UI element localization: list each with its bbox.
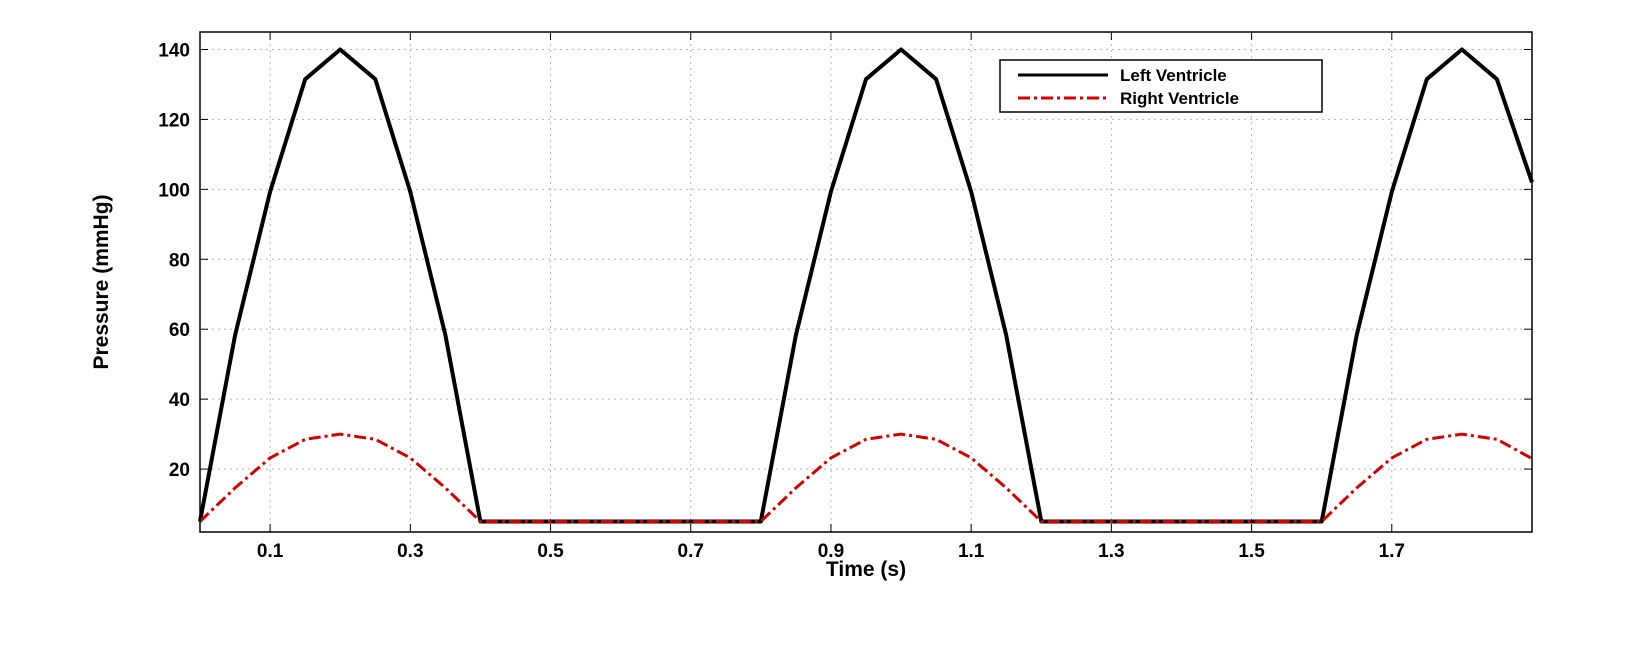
y-tick-label: 140 <box>158 40 190 61</box>
legend-label-right-ventricle: Right Ventricle <box>1120 89 1239 108</box>
y-axis-label: Pressure (mmHg) <box>90 194 113 369</box>
y-tick-label: 120 <box>158 110 190 131</box>
y-tick-label: 80 <box>169 250 190 271</box>
axis-ticks: 0.1 0.3 0.5 0.7 0.9 1.1 1.3 1.5 1.7 20 40 60 80 100 12… <box>158 32 1532 562</box>
x-tick-label: 1.1 <box>958 541 985 562</box>
plot-frame <box>199 31 1533 533</box>
x-tick-label: 0.1 <box>257 541 284 562</box>
legend-box <box>999 59 1323 113</box>
x-tick-label: 1.3 <box>1098 541 1124 562</box>
legend-label-left-ventricle: Left Ventricle <box>1120 66 1227 85</box>
series-line-left-ventricle <box>198 47 1534 524</box>
y-tick-label: 60 <box>169 320 190 341</box>
x-axis-label: Time (s) <box>826 558 906 581</box>
series-lines <box>198 47 1534 524</box>
grid-lines <box>200 32 1532 532</box>
x-tick-label: 0.9 <box>818 541 844 562</box>
y-tick-label: 100 <box>158 180 190 201</box>
x-tick-label: 1.7 <box>1379 541 1405 562</box>
y-tick-label: 20 <box>169 460 190 481</box>
x-tick-label: 0.7 <box>678 541 704 562</box>
x-tick-label: 0.5 <box>537 541 564 562</box>
y-tick-label: 40 <box>169 390 190 411</box>
legend: Left Ventricle Right Ventricle <box>999 59 1323 113</box>
series-line-right-ventricle <box>198 432 1533 523</box>
x-tick-label: 1.5 <box>1238 541 1265 562</box>
x-tick-label: 0.3 <box>397 541 423 562</box>
